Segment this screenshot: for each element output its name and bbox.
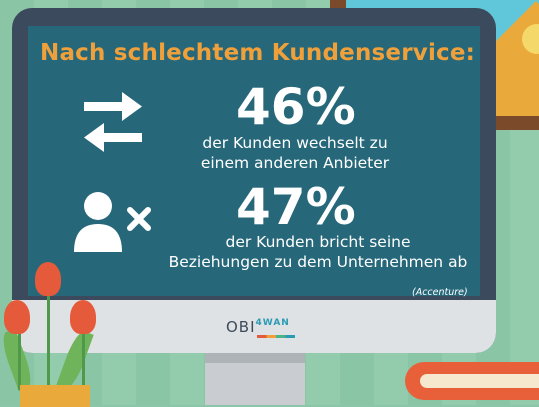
- book-pages: [420, 374, 539, 388]
- logo-main: OBI: [226, 318, 256, 336]
- arrow-right-head: [122, 92, 142, 121]
- tulip-stem: [82, 330, 85, 390]
- stat-line: Beziehungen zu dem Unternehmen ab: [168, 253, 468, 271]
- arrow-right-shaft: [84, 102, 126, 111]
- swap-arrows-icon: [84, 92, 142, 152]
- logo-accent: 4WAN: [255, 318, 290, 328]
- arrow-left-head: [84, 123, 104, 152]
- tulip-flower: [35, 262, 61, 296]
- tulip-stem: [18, 325, 21, 390]
- stat-line: der Kunden bricht seine: [225, 233, 411, 251]
- x-stroke: [127, 207, 151, 231]
- stat-line: der Kunden wechselt zu: [202, 134, 388, 152]
- remove-user-icon: [74, 192, 151, 252]
- stat-line: einem anderen Anbieter: [200, 154, 390, 172]
- flower-pot: [20, 385, 90, 407]
- stat-description-switch: der Kunden wechselt zu einem anderen Anb…: [180, 133, 410, 173]
- source-note: (Accenture): [412, 287, 468, 298]
- tulip-flower: [4, 300, 30, 334]
- arrow-left-shaft: [100, 133, 142, 142]
- monitor-stand-shadow: [205, 353, 305, 363]
- stat-description-leave: der Kunden bricht seine Beziehungen zu d…: [168, 232, 468, 272]
- tulip-stem: [47, 290, 50, 390]
- brand-logo: OBI4WAN: [226, 318, 290, 336]
- logo-color-bar: [257, 335, 295, 338]
- headline: Nach schlechtem Kundenservice:: [40, 40, 476, 66]
- tulip-flower: [70, 300, 96, 334]
- stat-number-switch: 46%: [236, 78, 356, 136]
- user-head: [84, 192, 112, 220]
- picture-sun: [522, 24, 539, 54]
- stat-number-leave: 47%: [236, 178, 356, 236]
- user-body: [74, 224, 122, 252]
